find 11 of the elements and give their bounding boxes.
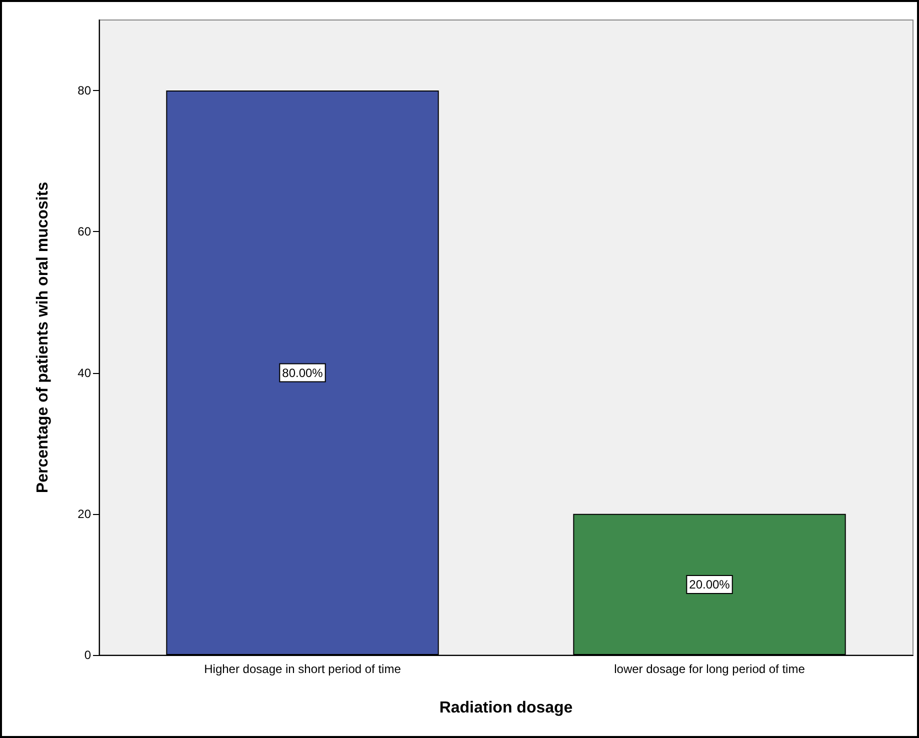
data-label: 80.00% — [282, 366, 324, 380]
y-tick-label: 80 — [78, 84, 92, 98]
x-tick-label: Higher dosage in short period of time — [204, 662, 402, 676]
x-axis-title: Radiation dosage — [439, 700, 573, 716]
x-tick-label: lower dosage for long period of time — [614, 662, 806, 676]
data-label: 20.00% — [689, 577, 730, 592]
y-axis-title: Percentage of patients wih oral mucosits — [34, 182, 52, 494]
y-tick-label: 0 — [84, 648, 92, 662]
y-tick-label: 60 — [78, 224, 92, 239]
y-tick-label: 40 — [78, 366, 92, 380]
y-tick-label: 20 — [78, 506, 92, 521]
